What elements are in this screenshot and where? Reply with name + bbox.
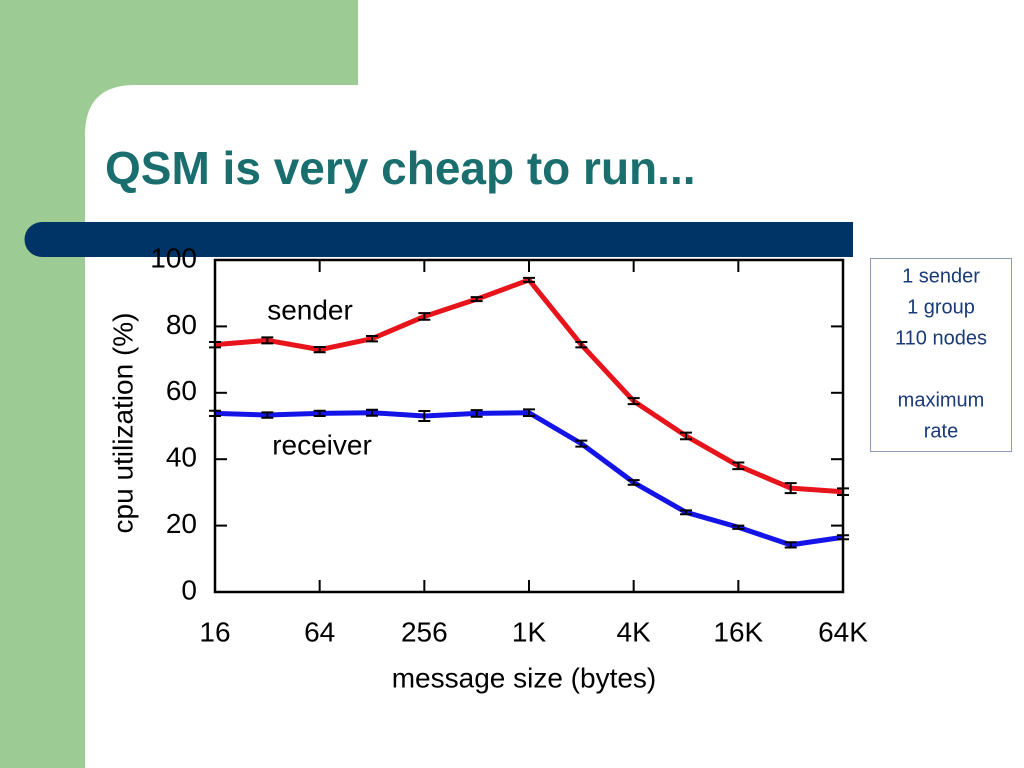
x-tick-label: 4K bbox=[617, 616, 652, 647]
error-bar bbox=[732, 461, 745, 471]
x-axis-label: message size (bytes) bbox=[392, 662, 657, 693]
error-bar bbox=[627, 479, 640, 486]
error-bar bbox=[209, 409, 221, 418]
slide-background bbox=[85, 0, 1024, 768]
error-bar bbox=[418, 410, 431, 423]
y-axis-label: cpu utilization (%) bbox=[107, 313, 138, 534]
y-tick-label: 0 bbox=[181, 574, 197, 605]
error-bar bbox=[680, 509, 692, 516]
error-bar bbox=[418, 312, 431, 321]
error-bar bbox=[209, 341, 221, 349]
note-line: rate bbox=[924, 420, 958, 442]
title-bar bbox=[24, 222, 854, 257]
error-bar bbox=[627, 397, 640, 406]
note-line: 110 nodes bbox=[895, 327, 987, 349]
y-tick-label: 40 bbox=[166, 442, 197, 473]
error-bar bbox=[313, 409, 326, 418]
error-bar bbox=[680, 431, 692, 441]
error-bar bbox=[523, 408, 535, 418]
error-bar bbox=[261, 411, 274, 419]
error-bar bbox=[837, 487, 849, 497]
x-tick-label: 64K bbox=[818, 616, 868, 647]
x-tick-label: 1K bbox=[512, 616, 547, 647]
series-label: receiver bbox=[272, 429, 372, 460]
note-line: maximum bbox=[898, 389, 985, 411]
error-bar bbox=[313, 345, 326, 354]
y-tick-label: 80 bbox=[166, 309, 197, 340]
y-tick-label: 20 bbox=[166, 508, 197, 539]
error-bar bbox=[366, 408, 378, 417]
error-bar bbox=[470, 296, 483, 303]
x-tick-label: 256 bbox=[401, 616, 448, 647]
x-tick-label: 16K bbox=[713, 616, 763, 647]
x-tick-label: 64 bbox=[304, 616, 335, 647]
error-bar bbox=[784, 541, 797, 549]
note-line: 1 group bbox=[907, 296, 975, 318]
series-label: sender bbox=[267, 294, 353, 325]
error-bar bbox=[523, 276, 535, 283]
y-tick-label: 60 bbox=[166, 375, 197, 406]
plot-frame bbox=[213, 258, 845, 594]
error-bar bbox=[732, 524, 745, 530]
error-bar bbox=[366, 335, 378, 343]
x-tick-label: 16 bbox=[199, 616, 230, 647]
slide-title: QSM is very cheap to run... bbox=[105, 142, 696, 194]
y-tick-label: 100 bbox=[150, 242, 197, 273]
error-bar bbox=[575, 341, 588, 349]
error-bar bbox=[261, 336, 274, 345]
error-bar bbox=[784, 482, 797, 495]
error-bar bbox=[470, 409, 483, 418]
error-bar bbox=[575, 439, 588, 448]
chart: 1 sender 1 group 110 nodes maximum rate 0 20 40… bbox=[107, 242, 987, 693]
note-line: 1 sender bbox=[902, 265, 980, 287]
error-bar bbox=[837, 534, 849, 541]
note-box bbox=[870, 258, 1012, 452]
